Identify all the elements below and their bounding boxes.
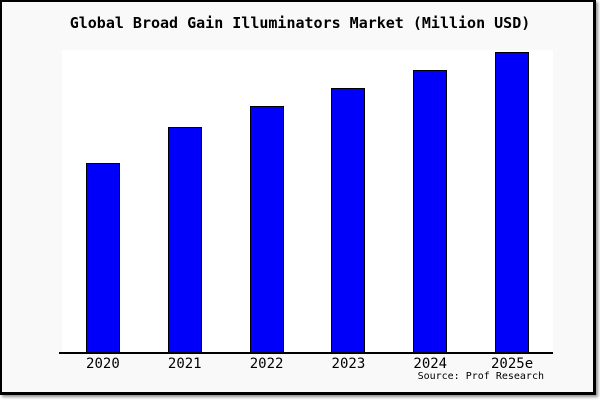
- bar-2025e: [495, 52, 530, 353]
- plot-area: [62, 50, 553, 353]
- bar-2022: [249, 106, 284, 353]
- bar-2023: [331, 88, 366, 353]
- x-axis-line: [59, 352, 553, 354]
- x-tick-label-2024: 2024: [413, 356, 448, 372]
- x-tick-label-2025e: 2025e: [491, 356, 534, 372]
- x-tick-label-2023: 2023: [331, 356, 366, 372]
- bar-2024: [413, 70, 448, 353]
- bar-2021: [167, 127, 202, 353]
- x-tick-label-2020: 2020: [86, 356, 120, 372]
- x-tick-label-2022: 2022: [249, 356, 284, 372]
- source-credit: Source: Prof Research: [417, 371, 544, 382]
- chart-title: Global Broad Gain Illuminators Market (M…: [69, 14, 531, 32]
- x-tick-label-2021: 2021: [167, 356, 202, 372]
- bar-2020: [85, 163, 120, 353]
